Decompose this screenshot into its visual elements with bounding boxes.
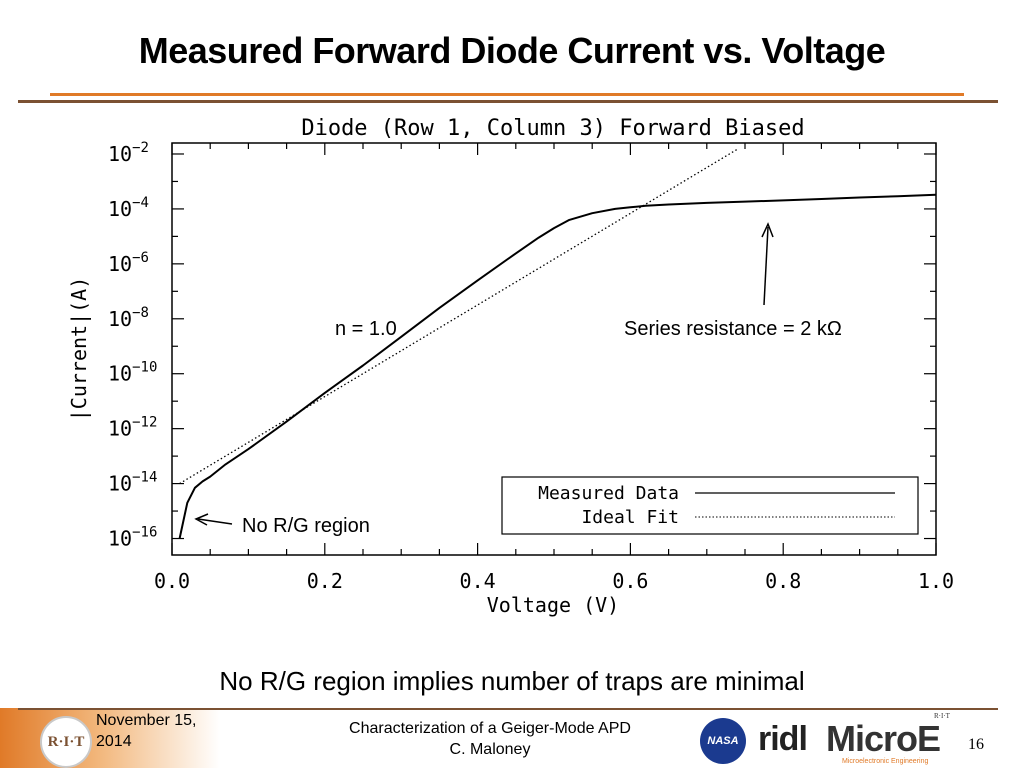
y-axis-ticks: 10−2 10−4 10−6 10−8 10−10 10−12 10−14 10−16 [108,140,936,551]
x-tick-label: 0.6 [612,569,648,593]
x-tick-label: 0.0 [154,569,190,593]
x-axis-label: Voltage (V) [487,593,619,617]
y-tick-label: 10−14 [108,470,157,496]
microe-rit-mark: R·I·T [934,712,950,720]
footer-gradient [0,708,220,768]
footer-date-line1: November 15, [96,712,197,729]
y-axis-label: |Current|(A) [67,277,91,422]
x-tick-label: 0.4 [460,569,496,593]
microe-logo: MicroE [826,718,941,759]
y-tick-label: 10−2 [108,140,149,166]
footer-presentation-title: Characterization of a Geiger-Mode APD [349,720,631,737]
measured-data-line [178,193,936,539]
bottom-caption: No R/G region implies number of traps ar… [219,666,805,696]
slide-title: Measured Forward Diode Current vs. Volta… [138,30,886,71]
y-tick-label: 10−8 [108,305,149,331]
page-number: 16 [968,736,984,753]
x-tick-label: 0.2 [307,569,343,593]
rg-region-annotation: No R/G region [242,515,370,537]
y-tick-label: 10−12 [108,415,157,441]
title-rule-brown [18,100,998,103]
footer-author: C. Maloney [449,741,531,758]
ridl-logo: ridl [758,720,808,758]
footer-center: Characterization of a Geiger-Mode APD C.… [300,718,680,760]
y-tick-label: 10−16 [108,525,157,551]
legend-label-ideal: Ideal Fit [581,507,679,528]
title-rule-orange [50,93,964,96]
nasa-logo: NASA [700,718,746,764]
footer-rule [18,708,998,710]
diode-iv-chart: Diode (Row 1, Column 3) Forward Biased 0… [67,116,954,617]
legend: Measured Data Ideal Fit [501,476,919,535]
x-axis-ticks: 0.0 0.2 0.4 0.6 0.8 1.0 [154,143,954,593]
ideal-fit-line [179,148,738,485]
x-tick-label: 0.8 [765,569,801,593]
legend-box [501,476,919,535]
y-tick-label: 10−10 [108,360,157,386]
rg-region-arrow [194,513,233,526]
y-tick-label: 10−4 [108,195,149,221]
series-resistance-arrow [761,222,774,306]
legend-label-measured: Measured Data [538,483,679,504]
footer-date: November 15, 2014 [96,710,236,752]
y-tick-label: 10−6 [108,250,149,276]
chart-title: Diode (Row 1, Column 3) Forward Biased [301,116,804,141]
microe-subtitle: Microelectronic Engineering [842,758,929,765]
footer-date-line2: 2014 [96,733,132,750]
rit-seal-logo: R·I·T [40,716,92,768]
x-tick-label: 1.0 [918,569,954,593]
ideality-factor-annotation: n = 1.0 [335,318,397,340]
footer: R·I·T November 15, 2014 Characterization… [0,708,1024,768]
series-resistance-annotation: Series resistance = 2 kΩ [624,318,842,340]
series-layer [178,148,936,539]
